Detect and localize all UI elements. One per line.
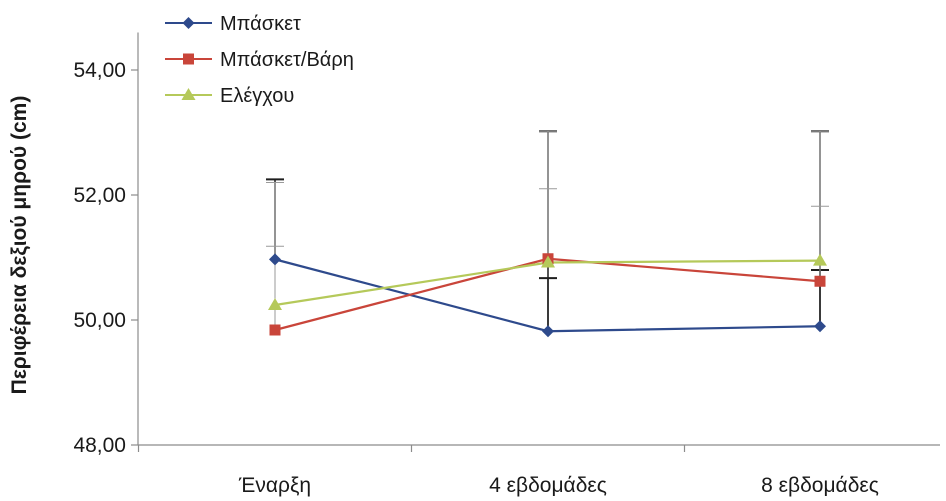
data-point-square [269, 324, 281, 336]
data-point-square [183, 53, 194, 65]
data-point-triangle [541, 255, 555, 268]
x-tick-label: 8 εβδομάδες [761, 474, 879, 497]
data-point-square [814, 275, 826, 287]
y-tick-label: 54,00 [73, 59, 126, 82]
series-markers [268, 253, 827, 338]
data-point-diamond [542, 325, 554, 338]
y-tick-label: 52,00 [73, 184, 126, 207]
legend-label: Μπάσκετ/Βάρη [220, 49, 354, 71]
data-point-diamond [182, 17, 195, 29]
data-point-triangle [181, 88, 196, 100]
data-point-diamond [814, 320, 826, 333]
legend: Μπάσκετ Μπάσκετ/Βάρη Ελέγχου [165, 13, 354, 107]
axes: 48,00 50,00 52,00 54,00 Έναρξη 4 εβδομάδες 8 ε… [73, 32, 940, 497]
data-point-diamond [269, 253, 281, 266]
data-point-triangle [268, 298, 282, 310]
y-axis-title: Περιφέρεια δεξιού μηρού (cm) [8, 96, 31, 395]
y-tick-label: 48,00 [73, 434, 126, 457]
error-bars [266, 130, 829, 332]
y-tick-label: 50,00 [73, 309, 126, 332]
x-tick-label: 4 εβδομάδες [489, 474, 607, 497]
legend-label: Ελέγχου [220, 85, 294, 107]
legend-label: Μπάσκετ [220, 13, 301, 35]
data-point-triangle [813, 253, 827, 266]
x-tick-label: Έναρξη [238, 474, 311, 497]
